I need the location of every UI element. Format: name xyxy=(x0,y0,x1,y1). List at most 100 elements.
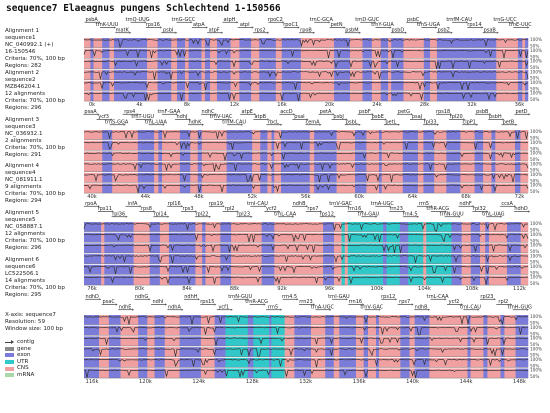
gene-label: trnV-GAC xyxy=(360,304,383,310)
conservation-segment xyxy=(93,91,100,102)
conservation-segment xyxy=(243,130,253,140)
gene-arrow-head xyxy=(329,308,332,311)
alignment-sequence: sequence4 xyxy=(5,170,36,176)
conservation-segment xyxy=(485,243,490,253)
conservation-segment xyxy=(225,368,234,379)
conservation-segment xyxy=(423,325,430,336)
conservation-segment xyxy=(271,183,275,194)
conservation-segment xyxy=(525,91,529,102)
conservation-segment xyxy=(212,70,218,80)
conservation-segment xyxy=(300,38,306,48)
conservation-segment xyxy=(302,232,314,243)
conservation-segment xyxy=(120,140,133,151)
conservation-segment xyxy=(109,70,115,80)
conservation-segment xyxy=(470,243,477,253)
gene-arrow-head xyxy=(395,298,398,301)
legend: contig gene exon UTR CNS mRNA xyxy=(5,339,34,379)
conservation-segment xyxy=(480,232,486,243)
conservation-segment xyxy=(310,357,316,368)
gene-label: rps7 xyxy=(399,299,410,305)
conservation-segment xyxy=(527,59,529,69)
conservation-segment xyxy=(359,162,367,172)
conservation-segment xyxy=(313,254,324,264)
conservation-segment xyxy=(300,48,306,59)
identity-curve xyxy=(83,162,529,172)
conservation-segment xyxy=(226,172,236,183)
conservation-segment xyxy=(355,315,364,325)
conservation-segment xyxy=(349,91,359,102)
conservation-segment xyxy=(315,80,326,91)
conservation-segment xyxy=(128,70,137,80)
identity-curve xyxy=(83,81,529,91)
conservation-segment xyxy=(310,336,316,346)
conservation-segment xyxy=(470,254,477,264)
pct-100-label: 100% xyxy=(530,80,542,85)
conservation-segment xyxy=(504,80,510,91)
conservation-segment xyxy=(496,48,499,59)
conservation-segment xyxy=(220,130,227,140)
conservation-segment xyxy=(399,243,409,253)
conservation-segment xyxy=(250,357,254,368)
gene-label: rrn4.5 xyxy=(403,211,418,217)
conservation-segment xyxy=(137,151,141,161)
gene-arrow-head xyxy=(328,21,331,24)
conservation-segment xyxy=(294,172,303,183)
gene-arrow-head xyxy=(496,31,499,34)
conservation-segment xyxy=(344,275,349,286)
conservation-segment xyxy=(417,130,424,140)
legend-item-mrna: mRNA xyxy=(5,372,34,379)
conservation-segment xyxy=(522,80,526,91)
conservation-segment xyxy=(269,254,275,264)
conservation-segment xyxy=(112,183,119,194)
conservation-segment xyxy=(476,48,485,59)
conservation-segment xyxy=(473,80,478,91)
conservation-segment xyxy=(154,140,159,151)
conservation-segment xyxy=(190,368,202,379)
conservation-segment xyxy=(197,172,203,183)
conservation-segment xyxy=(154,357,166,368)
gene-arrow-head xyxy=(358,123,361,126)
conservation-segment xyxy=(84,368,94,379)
conservation-segment xyxy=(504,70,510,80)
conservation-segment xyxy=(324,172,330,183)
conservation-segment xyxy=(438,347,445,357)
conservation-segment xyxy=(133,243,143,253)
window-size-label: Window size: 100 bp xyxy=(5,326,63,332)
gene-label: psbD xyxy=(391,27,404,33)
gene-label: rpl32 xyxy=(473,206,486,212)
gene-arrow-head xyxy=(267,118,270,121)
conservation-segment xyxy=(483,368,488,379)
conservation-segment xyxy=(314,162,321,172)
conservation-segment xyxy=(500,336,505,346)
conservation-segment xyxy=(113,275,125,286)
conservation-segment xyxy=(495,140,503,151)
gene-label: trnA-UGC xyxy=(371,201,395,207)
conservation-segment xyxy=(414,357,424,368)
conservation-segment xyxy=(457,91,461,102)
conservation-segment xyxy=(257,275,262,286)
conservation-segment xyxy=(391,325,401,336)
gene-label: ndhH xyxy=(184,294,198,300)
conservation-segment xyxy=(380,91,389,102)
conservation-segment xyxy=(349,80,359,91)
conservation-segment xyxy=(489,70,497,80)
conservation-segment xyxy=(251,80,260,91)
conservation-segment xyxy=(515,336,522,346)
conservation-segment xyxy=(241,264,250,275)
conservation-segment xyxy=(504,336,510,346)
conservation-segment xyxy=(411,59,421,69)
conservation-segment xyxy=(294,347,304,357)
conservation-segment xyxy=(460,59,465,69)
conservation-segment xyxy=(160,70,172,80)
conservation-segment xyxy=(290,151,295,161)
conservation-segment xyxy=(388,151,396,161)
conservation-segment xyxy=(495,172,503,183)
conservation-segment xyxy=(408,151,419,161)
conservation-segment xyxy=(99,59,103,69)
gene-label: trnI-GAU xyxy=(328,294,350,300)
conservation-segment xyxy=(362,80,365,91)
gene-label: trnF-GAA xyxy=(157,109,180,115)
gene-arrow-head xyxy=(411,303,414,306)
conservation-segment xyxy=(259,91,271,102)
conservation-segment xyxy=(446,70,454,80)
